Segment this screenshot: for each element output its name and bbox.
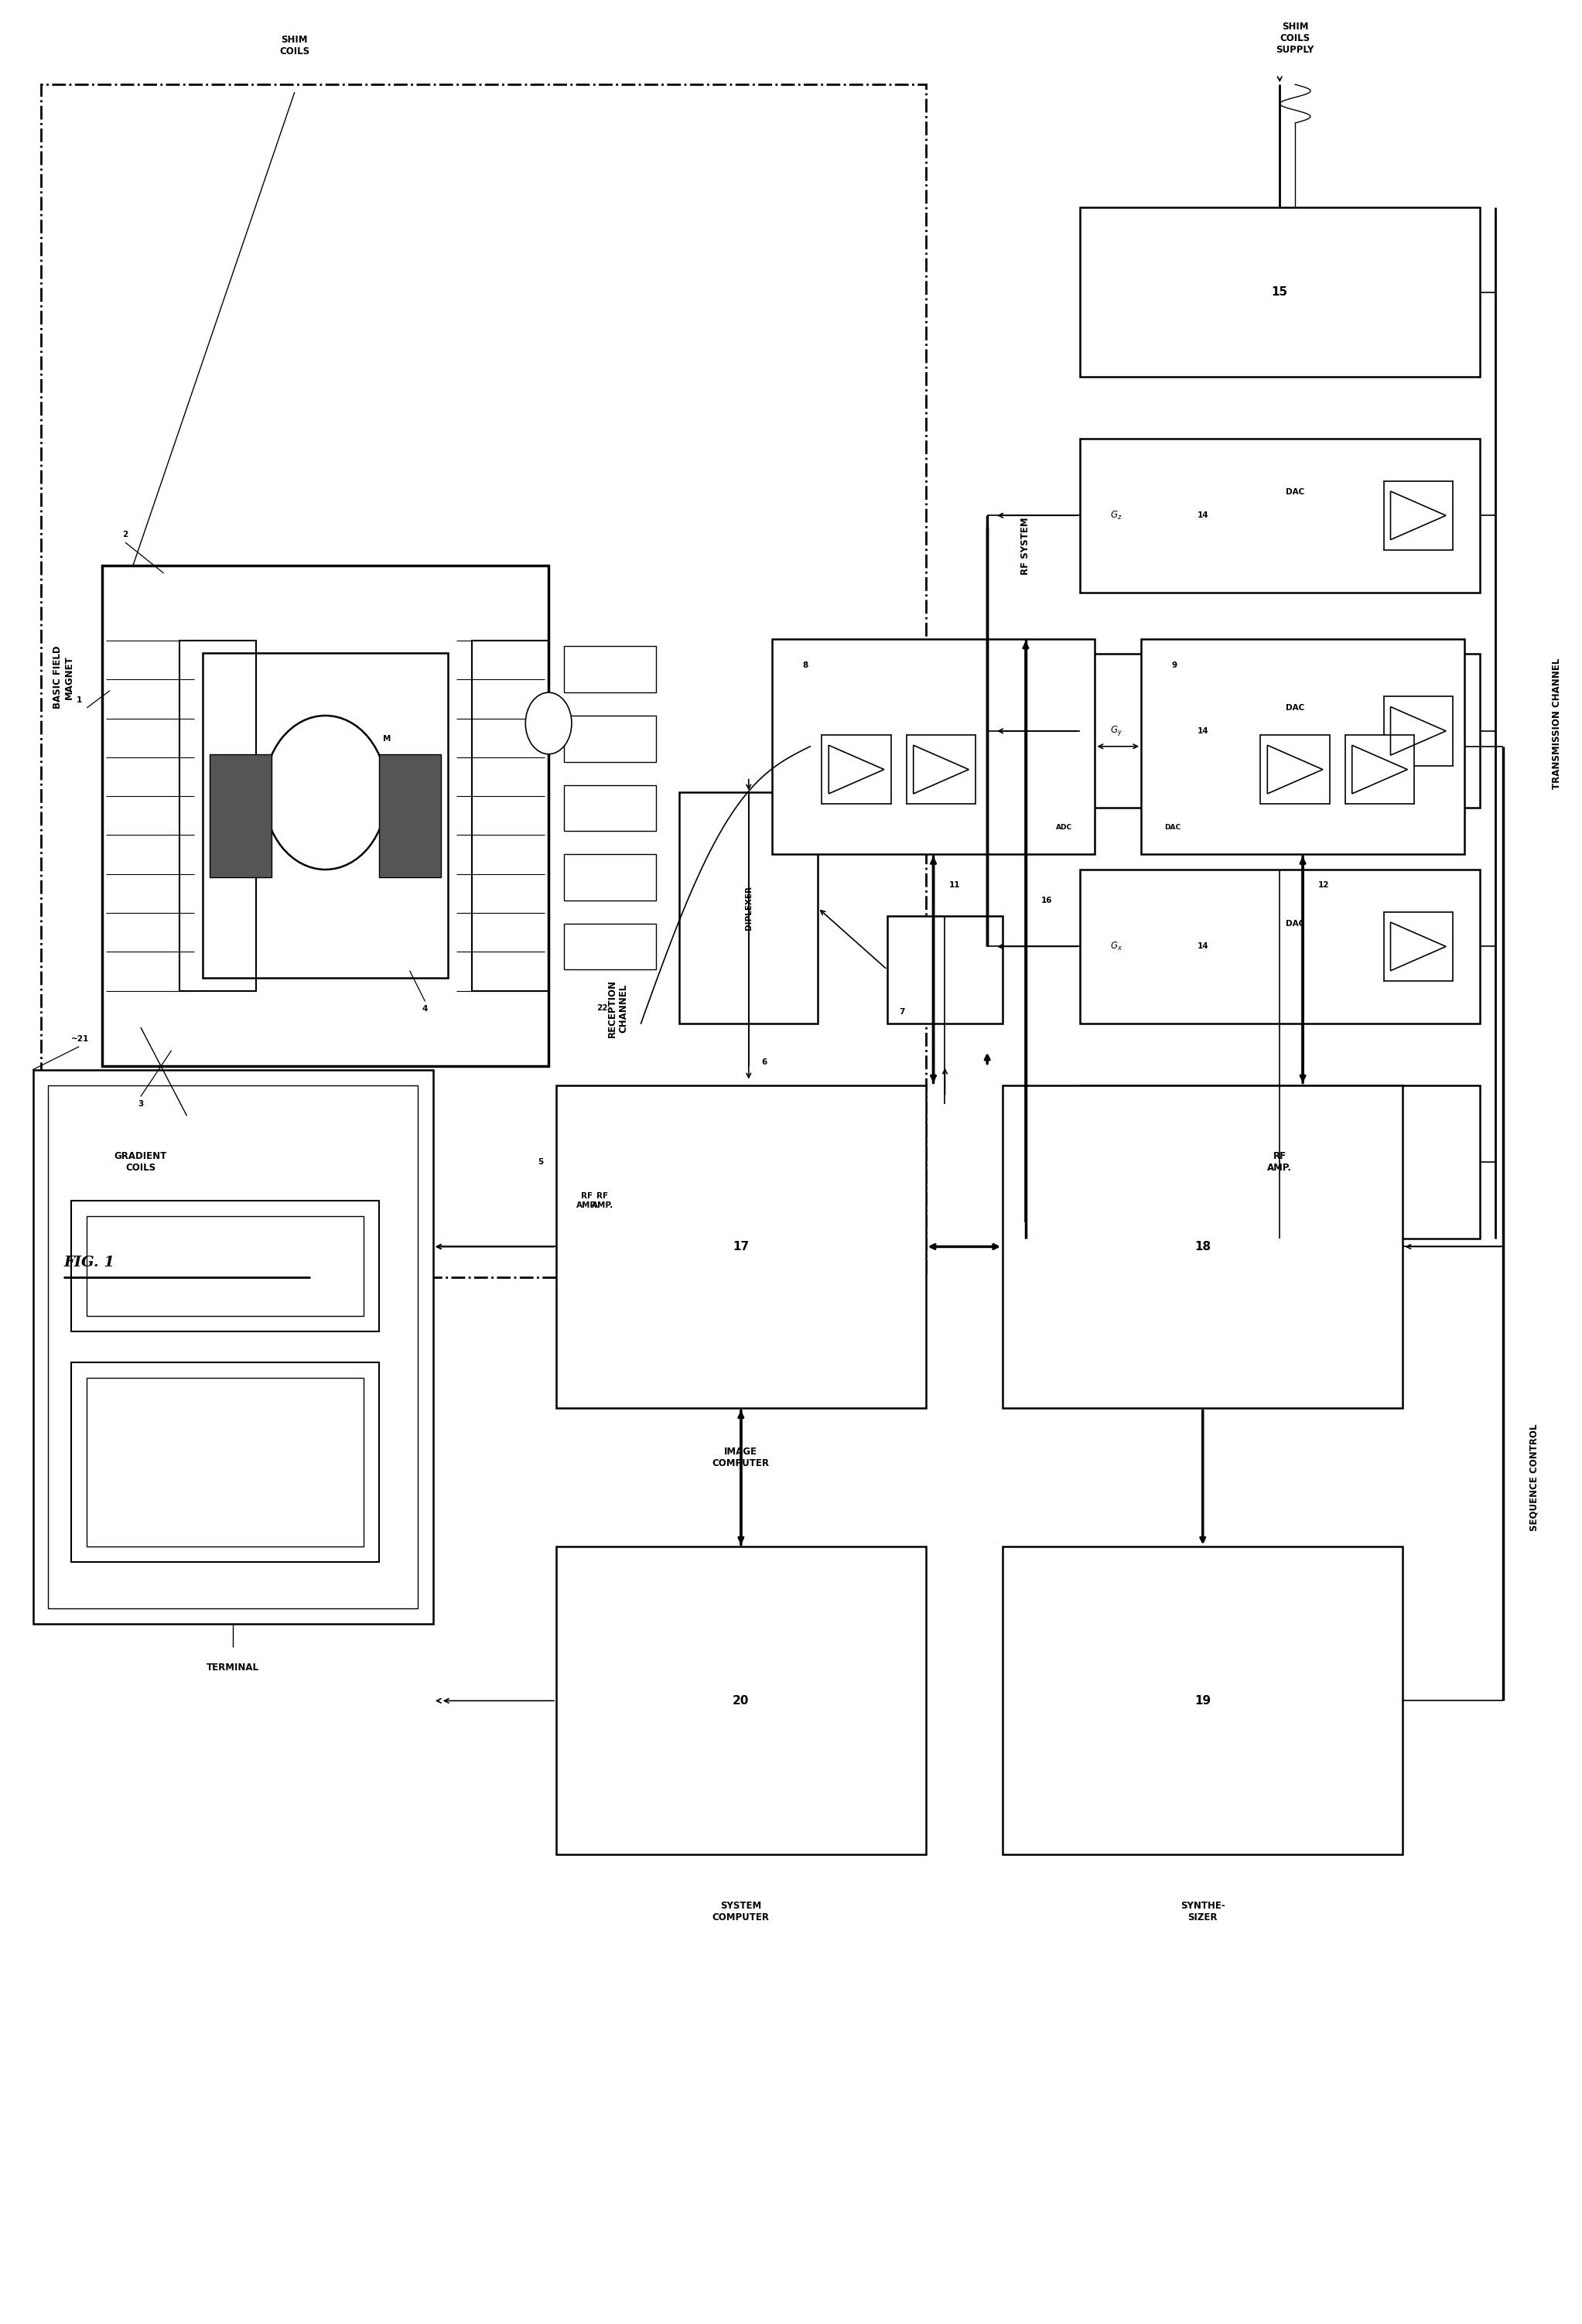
Bar — [557, 1548, 925, 1855]
Text: ADC: ADC — [1055, 825, 1073, 832]
Text: 12: 12 — [1318, 881, 1329, 888]
Text: 20: 20 — [732, 1694, 750, 1706]
Text: 14: 14 — [1198, 944, 1209, 951]
Text: 17: 17 — [732, 1241, 750, 1253]
Bar — [210, 753, 272, 876]
Text: 19: 19 — [1194, 1694, 1210, 1706]
Text: M: M — [383, 734, 391, 744]
Bar — [563, 923, 657, 969]
Text: RECEPTION
CHANNEL: RECEPTION CHANNEL — [607, 978, 628, 1037]
Text: IMAGE
COMPUTER: IMAGE COMPUTER — [712, 1448, 769, 1469]
Text: 15: 15 — [1272, 286, 1288, 297]
Bar — [563, 855, 657, 899]
Text: FIG. 1: FIG. 1 — [63, 1255, 115, 1269]
Bar — [202, 653, 448, 978]
Bar — [888, 916, 1003, 1023]
Bar — [87, 1215, 364, 1315]
Text: DAC: DAC — [1286, 488, 1305, 497]
Text: SEQUENCE CONTROL: SEQUENCE CONTROL — [1528, 1425, 1539, 1532]
Text: 16: 16 — [1041, 897, 1052, 904]
Text: DAC: DAC — [1286, 920, 1305, 927]
Bar — [1384, 481, 1452, 551]
Bar — [1003, 1085, 1403, 1408]
Bar — [103, 565, 549, 1067]
Bar — [1079, 439, 1479, 593]
Bar — [563, 786, 657, 832]
Bar — [1079, 869, 1479, 1023]
Text: SYSTEM
COMPUTER: SYSTEM COMPUTER — [712, 1901, 769, 1922]
Bar — [1384, 697, 1452, 765]
Text: 6: 6 — [761, 1057, 767, 1067]
Text: 4: 4 — [422, 1006, 427, 1013]
Bar — [1141, 639, 1465, 855]
Ellipse shape — [264, 716, 388, 869]
Bar — [1261, 734, 1330, 804]
Bar — [1079, 207, 1479, 376]
Text: 5: 5 — [538, 1157, 544, 1167]
Bar — [179, 641, 256, 990]
Text: DAC: DAC — [1286, 704, 1305, 711]
Text: 2: 2 — [122, 530, 128, 539]
Text: $G_z$: $G_z$ — [1111, 509, 1123, 521]
Bar — [380, 753, 441, 876]
Bar — [71, 1202, 380, 1332]
Text: 3: 3 — [138, 1099, 144, 1109]
Text: 1: 1 — [76, 697, 82, 704]
Bar — [49, 1085, 418, 1608]
Bar — [41, 84, 925, 1278]
Bar — [1345, 734, 1414, 804]
Text: 9: 9 — [1172, 662, 1177, 669]
Text: $G_y$: $G_y$ — [1111, 725, 1123, 737]
Text: RF
AMP.: RF AMP. — [1267, 1150, 1292, 1174]
Bar — [772, 639, 1095, 855]
Bar — [87, 1378, 364, 1548]
Text: 8: 8 — [802, 662, 808, 669]
Bar — [906, 734, 976, 804]
Bar — [563, 646, 657, 693]
Text: $G_x$: $G_x$ — [1111, 941, 1123, 953]
Bar — [71, 1362, 380, 1562]
Bar — [33, 1069, 433, 1624]
Text: TRANSMISSION CHANNEL: TRANSMISSION CHANNEL — [1552, 658, 1561, 788]
Text: DIPLEXER: DIPLEXER — [745, 885, 753, 930]
Text: GRADIENT
COILS: GRADIENT COILS — [114, 1150, 168, 1174]
Text: 11: 11 — [949, 881, 960, 888]
Bar — [679, 792, 818, 1023]
Text: 7: 7 — [899, 1009, 905, 1016]
Text: RF
AMP.: RF AMP. — [576, 1192, 598, 1208]
Text: 14: 14 — [1198, 511, 1209, 518]
Text: RF
AMP.: RF AMP. — [592, 1192, 614, 1208]
Text: SHIM
COILS
SUPPLY: SHIM COILS SUPPLY — [1277, 21, 1315, 56]
Bar — [563, 716, 657, 762]
Bar — [821, 734, 891, 804]
Text: SHIM
COILS: SHIM COILS — [280, 35, 310, 56]
Bar — [1384, 911, 1452, 981]
Text: RF SYSTEM: RF SYSTEM — [1020, 518, 1031, 574]
Bar — [471, 641, 549, 990]
Text: 14: 14 — [1198, 727, 1209, 734]
Text: SYNTHE-
SIZER: SYNTHE- SIZER — [1180, 1901, 1224, 1922]
Bar — [1003, 1548, 1403, 1855]
Bar — [1079, 653, 1479, 809]
Text: 18: 18 — [1194, 1241, 1210, 1253]
Bar — [1079, 1085, 1479, 1239]
Bar — [557, 1085, 925, 1408]
Text: 22: 22 — [596, 1004, 607, 1011]
Text: ~21: ~21 — [71, 1034, 90, 1043]
Text: TERMINAL: TERMINAL — [207, 1662, 259, 1673]
Ellipse shape — [525, 693, 571, 753]
Text: DAC: DAC — [1164, 825, 1180, 832]
Text: BASIC FIELD
MAGNET: BASIC FIELD MAGNET — [52, 646, 74, 709]
